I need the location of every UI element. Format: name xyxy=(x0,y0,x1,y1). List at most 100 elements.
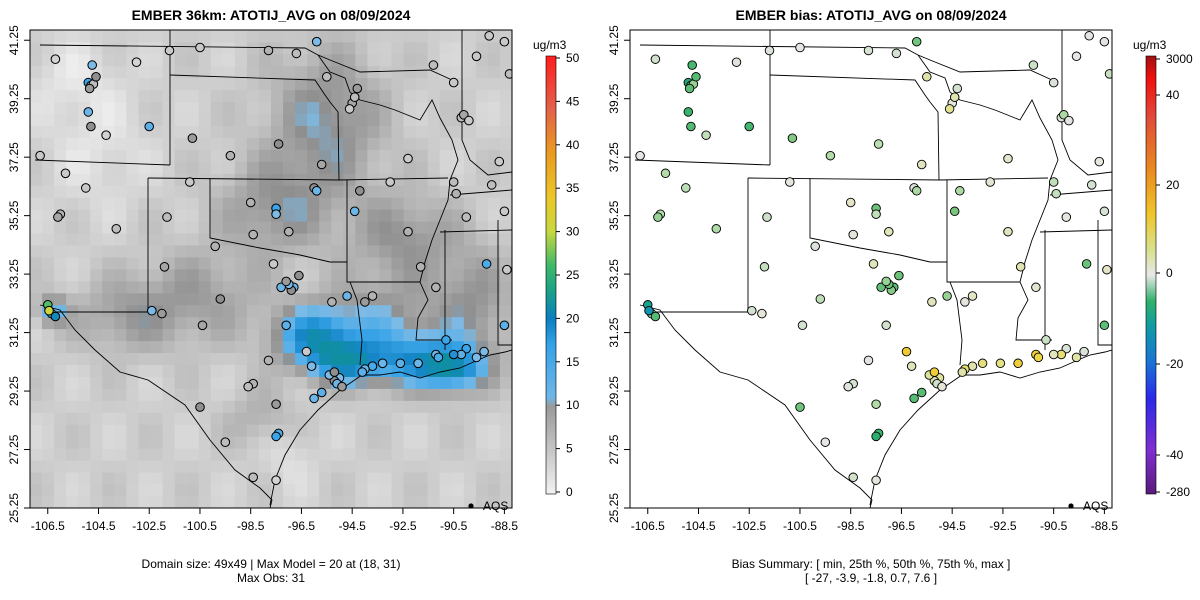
grid-cell xyxy=(487,101,501,115)
grid-cell xyxy=(258,185,272,198)
grid-cell xyxy=(222,460,236,473)
grid-cell xyxy=(415,125,429,138)
grid-cell xyxy=(42,484,55,497)
grid-cell xyxy=(102,484,115,497)
colorbar-tick-label: -40 xyxy=(1166,448,1184,462)
grid-cell xyxy=(138,257,151,270)
colorbar-tick-label: 5 xyxy=(566,442,573,456)
grid-cell xyxy=(66,328,79,342)
left-panel: EMBER 36km: ATOTIJ_AVG on 08/09/2024 xyxy=(7,7,580,585)
y-tick-label: 39.25 xyxy=(607,83,621,113)
x-tick-label: -88.5 xyxy=(1091,519,1119,533)
grid-cell xyxy=(355,41,368,55)
grid-cell xyxy=(258,101,272,115)
state-border-ks-north xyxy=(769,74,931,103)
grid-cell xyxy=(150,424,163,437)
station-point xyxy=(281,276,292,287)
station-point xyxy=(294,270,304,281)
grid-cell xyxy=(54,412,67,425)
grid-cell xyxy=(283,448,296,461)
bias-point xyxy=(876,282,886,293)
grid-cell xyxy=(102,448,115,461)
grid-cell xyxy=(30,185,43,198)
grid-cell xyxy=(463,472,477,485)
grid-cell xyxy=(198,245,212,258)
grid-cell xyxy=(403,41,416,55)
right-map-area xyxy=(630,30,1112,508)
bias-point xyxy=(1094,156,1105,167)
grid-cell xyxy=(258,424,272,437)
grid-cell xyxy=(379,424,392,437)
grid-cell xyxy=(319,412,332,425)
grid-cell xyxy=(271,89,284,103)
grid-cell xyxy=(283,484,296,497)
grid-cell xyxy=(451,161,465,174)
grid-cell xyxy=(331,197,344,210)
state-border-al-east xyxy=(497,220,512,346)
state-border-il-in xyxy=(1061,30,1112,176)
grid-cell xyxy=(475,280,489,294)
grid-cell xyxy=(343,30,356,43)
grid-cell xyxy=(391,292,404,306)
grid-cell xyxy=(78,257,91,270)
station-point xyxy=(377,358,388,369)
grid-cell xyxy=(403,400,416,413)
grid-cell xyxy=(150,233,163,246)
grid-cell xyxy=(463,89,477,103)
grid-cell xyxy=(331,101,344,115)
grid-cell xyxy=(415,53,429,67)
grid-cell xyxy=(222,269,236,282)
grid-cell xyxy=(174,316,188,330)
grid-cell xyxy=(331,221,344,234)
model-concentration-grid xyxy=(30,30,512,508)
grid-cell xyxy=(42,77,55,91)
grid-cell xyxy=(451,257,465,270)
grid-cell xyxy=(439,113,453,126)
grid-cell xyxy=(150,245,163,258)
grid-cell xyxy=(78,316,91,330)
grid-cell xyxy=(355,472,368,485)
grid-cell xyxy=(198,352,212,365)
grid-cell xyxy=(222,400,236,413)
grid-cell xyxy=(210,269,224,282)
grid-cell xyxy=(114,245,127,258)
grid-cell xyxy=(246,209,260,222)
station-point xyxy=(301,346,312,357)
station-point xyxy=(271,475,281,486)
bias-point xyxy=(1003,153,1013,164)
grid-cell xyxy=(162,448,175,461)
grid-cell xyxy=(355,388,368,401)
grid-cell xyxy=(463,257,477,270)
grid-cell xyxy=(222,41,236,55)
grid-cell xyxy=(66,316,79,330)
grid-cell xyxy=(355,280,368,294)
station-point xyxy=(431,282,441,293)
grid-cell xyxy=(78,149,91,162)
station-point xyxy=(60,168,71,179)
grid-cell xyxy=(246,221,260,234)
grid-cell xyxy=(403,436,416,449)
grid-cell xyxy=(186,269,200,282)
grid-cell xyxy=(102,400,115,413)
grid-cell xyxy=(367,257,380,270)
state-border-il-in xyxy=(461,30,512,176)
grid-cell xyxy=(102,340,115,354)
grid-cell xyxy=(90,161,103,174)
grid-cell xyxy=(198,340,212,354)
grid-cell xyxy=(162,340,175,354)
grid-cell xyxy=(379,436,392,449)
grid-cell xyxy=(439,340,453,354)
grid-cell xyxy=(162,233,175,246)
grid-cell xyxy=(210,41,224,55)
grid-cell xyxy=(114,340,127,354)
grid-cell xyxy=(487,484,501,497)
grid-cell xyxy=(295,484,308,497)
grid-cell xyxy=(283,472,296,485)
grid-cell xyxy=(451,424,465,437)
grid-cell xyxy=(246,280,260,294)
bias-point xyxy=(810,241,820,252)
grid-cell xyxy=(331,53,344,67)
grid-cell xyxy=(271,328,284,342)
grid-cell xyxy=(114,328,127,342)
grid-cell xyxy=(295,125,308,138)
